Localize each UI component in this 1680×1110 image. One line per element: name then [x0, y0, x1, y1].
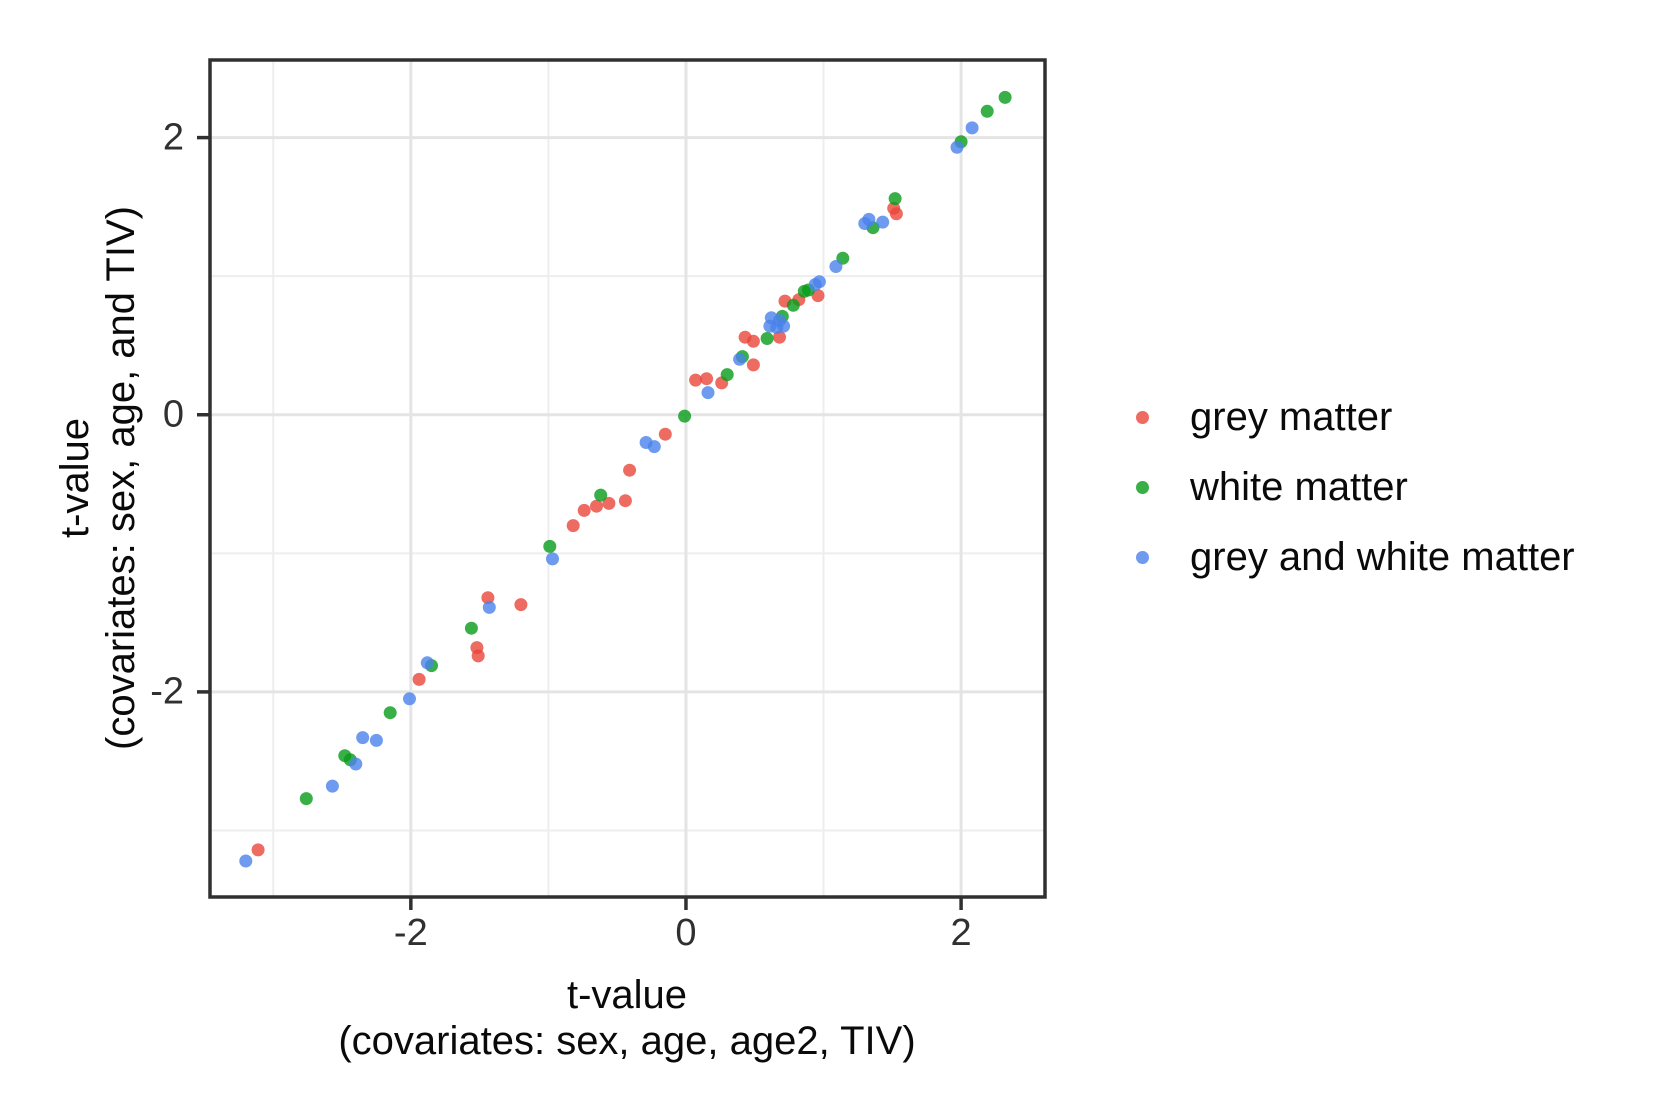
data-point [543, 539, 557, 553]
x-axis-title-line1: t-value [566, 973, 688, 1017]
data-point [403, 692, 416, 706]
data-point [566, 519, 580, 533]
data-point [678, 409, 692, 423]
legend-item-white-matter: white matter [1120, 452, 1575, 522]
legend-key-dot-grey-matter [1136, 410, 1149, 424]
data-point [889, 207, 903, 221]
data-point [658, 427, 672, 441]
data-point [514, 598, 528, 612]
data-point [980, 104, 994, 118]
data-point [965, 121, 979, 135]
legend: grey matter white matter grey and white … [1120, 382, 1575, 592]
data-point [412, 672, 426, 686]
legend-item-grey-matter: grey matter [1120, 382, 1575, 452]
data-point [829, 260, 843, 273]
data-point [299, 792, 313, 806]
data-point [701, 386, 715, 400]
x-tick-label: 0 [675, 912, 697, 954]
plot-panel-background [210, 60, 1045, 897]
data-point [356, 731, 370, 745]
data-point [618, 494, 632, 508]
data-point [720, 368, 734, 382]
legend-label-grey-matter: grey matter [1190, 394, 1393, 439]
data-point [471, 649, 485, 663]
data-point [594, 488, 608, 502]
data-point [602, 496, 616, 510]
data-point [746, 334, 760, 348]
data-point [786, 298, 800, 312]
y-axis-title-line2: (covariates: sex, age, and TIV) [99, 206, 143, 750]
data-point [590, 499, 603, 513]
data-point [689, 373, 703, 387]
data-point [888, 192, 902, 206]
y-axis-title-line1: t-value [53, 417, 97, 539]
legend-key-dot-white-matter [1136, 480, 1149, 494]
x-axis-title: t-value (covariates: sex, age, age2, TIV… [338, 972, 915, 1064]
x-tick-label: 2 [950, 912, 972, 954]
data-point [700, 372, 714, 386]
data-point [464, 621, 478, 635]
data-point [998, 90, 1012, 104]
data-point [746, 358, 760, 372]
data-point [811, 289, 825, 303]
data-point [577, 503, 591, 517]
legend-item-grey-and-white-matter: grey and white matter [1120, 522, 1575, 592]
legend-label-white-matter: white matter [1190, 464, 1408, 509]
data-point [623, 463, 637, 477]
data-point [239, 854, 253, 868]
data-point [812, 275, 826, 289]
legend-label-grey-and-white-matter: grey and white matter [1190, 534, 1575, 579]
data-point [760, 332, 774, 345]
data-point [876, 215, 890, 229]
data-point [325, 779, 339, 793]
data-point [251, 843, 265, 857]
panel-border [208, 58, 1047, 899]
data-point [383, 706, 397, 720]
data-point [481, 591, 495, 605]
legend-key-dot-grey-and-white-matter [1136, 550, 1149, 564]
data-point [546, 552, 559, 566]
x-tick-label: -2 [393, 912, 428, 954]
data-point [950, 140, 964, 154]
data-point [733, 352, 747, 366]
data-point [777, 319, 791, 333]
data-point [349, 757, 363, 771]
data-point [420, 656, 434, 670]
x-axis-title-line2: (covariates: sex, age, age2, TIV) [338, 1019, 916, 1063]
data-point [482, 600, 496, 614]
y-axis-title: t-value (covariates: sex, age, and TIV) [52, 0, 144, 958]
y-tick-label: 2 [162, 116, 184, 159]
y-tick-label: -2 [150, 670, 184, 713]
data-point [647, 440, 661, 454]
y-tick-label: 0 [162, 393, 184, 436]
data-point [369, 733, 383, 747]
data-point [862, 212, 876, 226]
